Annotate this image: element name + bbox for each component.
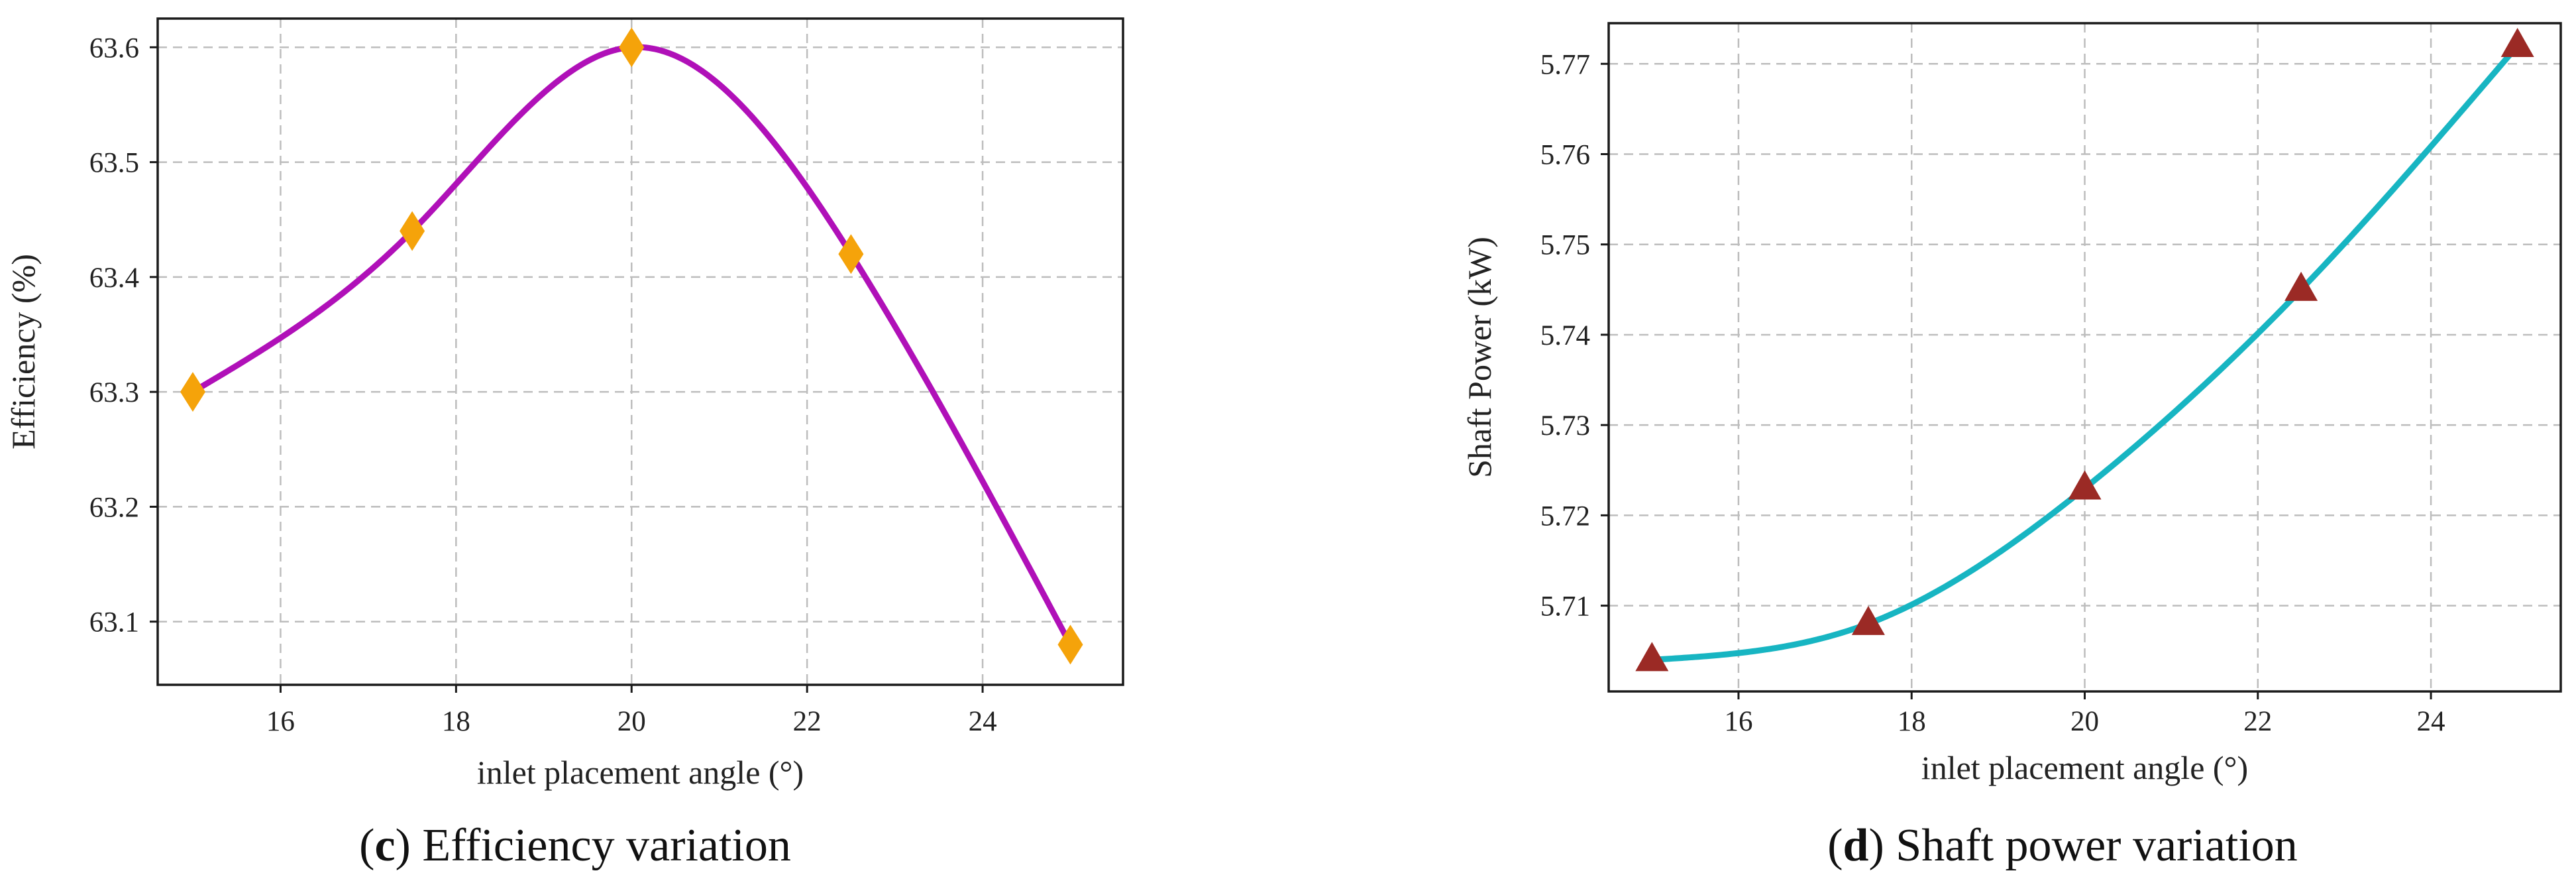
efficiency-x-tick-label: 20 — [617, 706, 646, 737]
shaft-power-y-tick-label: 5.75 — [1540, 230, 1590, 261]
efficiency-data-point — [400, 211, 425, 251]
shaft-power-data-point — [1635, 642, 1669, 672]
efficiency-data-point — [180, 372, 205, 412]
shaft-power-y-tick-label: 5.73 — [1540, 410, 1590, 442]
shaft-power-y-tick-label: 5.76 — [1540, 140, 1590, 171]
shaft-power-y-tick-label: 5.71 — [1540, 591, 1590, 622]
shaft-power-x-tick-label: 22 — [2243, 706, 2272, 737]
efficiency-data-point — [619, 27, 645, 68]
shaft-power-data-point — [2068, 470, 2102, 500]
efficiency-markers — [180, 27, 1083, 665]
efficiency-x-ticks: 16 18 20 22 24 — [266, 685, 997, 737]
shaft-power-y-tick-label: 5.77 — [1540, 49, 1590, 80]
efficiency-y-tick-label: 63.5 — [89, 148, 139, 179]
efficiency-caption: (c) Efficiency variation — [359, 820, 791, 871]
efficiency-grid — [158, 19, 1123, 685]
efficiency-x-tick-label: 22 — [793, 706, 822, 737]
shaft-power-data-point — [2500, 28, 2534, 58]
efficiency-caption-text: Efficiency variation — [411, 820, 791, 871]
shaft-power-y-tick-label: 5.74 — [1540, 320, 1590, 351]
efficiency-y-tick-label: 63.6 — [89, 32, 139, 64]
shaft-power-data-point — [1851, 605, 1885, 635]
efficiency-data-point — [1057, 624, 1083, 665]
shaft-power-y-axis-label: Shaft Power (kW) — [1461, 237, 1498, 478]
efficiency-x-tick-label: 24 — [969, 706, 997, 737]
shaft-power-caption-text: Shaft power variation — [1884, 820, 2298, 871]
efficiency-x-axis-label: inlet placement angle (°) — [477, 754, 804, 791]
shaft-power-caption: (d) Shaft power variation — [1827, 820, 2298, 871]
shaft-power-markers — [1635, 28, 2534, 672]
efficiency-x-tick-label: 16 — [266, 706, 295, 737]
shaft-power-grid — [1609, 23, 2561, 691]
shaft-power-x-tick-label: 20 — [2070, 706, 2099, 737]
shaft-power-caption-letter: d — [1843, 820, 1869, 871]
efficiency-y-axis-label: Efficiency (%) — [5, 254, 42, 449]
shaft-power-y-ticks: 5.71 5.72 5.73 5.74 5.75 5.76 5.77 — [1540, 49, 1609, 622]
efficiency-y-tick-label: 63.2 — [89, 492, 139, 523]
shaft-power-y-tick-label: 5.72 — [1540, 501, 1590, 532]
efficiency-y-tick-label: 63.4 — [89, 263, 139, 294]
efficiency-y-tick-label: 63.3 — [89, 377, 139, 408]
shaft-power-x-axis-label: inlet placement angle (°) — [1921, 749, 2248, 786]
efficiency-caption-letter: c — [374, 820, 395, 871]
efficiency-x-tick-label: 18 — [442, 706, 470, 737]
efficiency-plot-frame — [156, 17, 1124, 686]
shaft-power-x-tick-label: 24 — [2417, 706, 2445, 737]
efficiency-chart: 16 18 20 22 24 63.1 63.2 63.3 63.4 63.5 63.6 inle… — [5, 17, 1124, 871]
efficiency-y-tick-label: 63.1 — [89, 607, 139, 638]
shaft-power-data-point — [2284, 271, 2318, 301]
efficiency-y-ticks: 63.1 63.2 63.3 63.4 63.5 63.6 — [89, 32, 158, 638]
shaft-power-x-ticks: 16 18 20 22 24 — [1724, 691, 2445, 737]
shaft-power-x-tick-label: 18 — [1898, 706, 1926, 737]
efficiency-data-point — [838, 234, 864, 274]
shaft-power-x-tick-label: 16 — [1724, 706, 1752, 737]
shaft-power-chart: 16 18 20 22 24 5.715.725.735.745.755.765.77 … — [1461, 22, 2562, 871]
